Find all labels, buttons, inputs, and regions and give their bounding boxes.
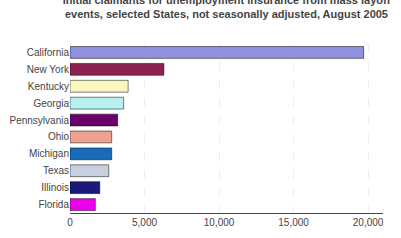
svg-text:Florida: Florida [38,199,69,210]
svg-text:Kentucky: Kentucky [28,81,69,92]
svg-text:Illinois: Illinois [41,182,69,193]
svg-text:20,000: 20,000 [353,217,384,228]
svg-text:California: California [27,47,70,58]
svg-text:10,000: 10,000 [204,217,235,228]
svg-text:Initial claimants for unemploy: Initial claimants for unemployment insur… [63,0,391,20]
svg-text:Ohio: Ohio [48,131,70,142]
svg-text:0: 0 [67,217,73,228]
svg-text:Michigan: Michigan [29,148,69,159]
svg-text:New York: New York [27,64,70,75]
svg-text:15,000: 15,000 [278,217,309,228]
svg-text:Texas: Texas [43,165,69,176]
svg-text:Pennsylvania: Pennsylvania [10,115,70,126]
svg-text:5,000: 5,000 [132,217,157,228]
svg-text:Georgia: Georgia [33,98,69,109]
